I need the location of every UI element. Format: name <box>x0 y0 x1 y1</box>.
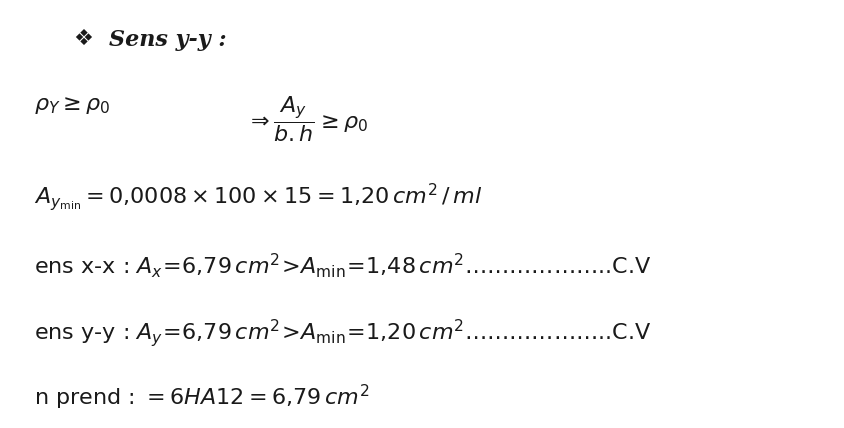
Text: $\Rightarrow \dfrac{A_y}{b.h} \geq \rho_0$: $\Rightarrow \dfrac{A_y}{b.h} \geq \rho_… <box>246 95 368 144</box>
Text: $\rm ens\ y$-$\rm y$ : $A_y\!=\!6{,}79\,cm^2\!>\!A_{\rm min}\!=\!1{,}20\,cm^2$……: $\rm ens\ y$-$\rm y$ : $A_y\!=\!6{,}79\,… <box>35 317 652 349</box>
Text: $A_{y_{\rm min}} = 0{,}0008\times 100\times 15 = 1{,}20\,cm^2\,/\,ml$: $A_{y_{\rm min}} = 0{,}0008\times 100\ti… <box>35 181 483 213</box>
Text: ❖: ❖ <box>73 29 94 49</box>
Text: $\rm ens\ x$-$\rm x$ : $A_x\!=\!6{,}79\,cm^2\!>\!A_{\rm min}\!=\!1{,}48\,cm^2$……: $\rm ens\ x$-$\rm x$ : $A_x\!=\!6{,}79\,… <box>35 251 652 280</box>
Text: $\rm n\ prend$ : $=6HA12=6{,}79\,cm^2$: $\rm n\ prend$ : $=6HA12=6{,}79\,cm^2$ <box>35 383 370 412</box>
Text: $\rho_Y \geq \rho_0$: $\rho_Y \geq \rho_0$ <box>35 95 111 116</box>
Text: Sens y-y :: Sens y-y : <box>109 29 226 51</box>
